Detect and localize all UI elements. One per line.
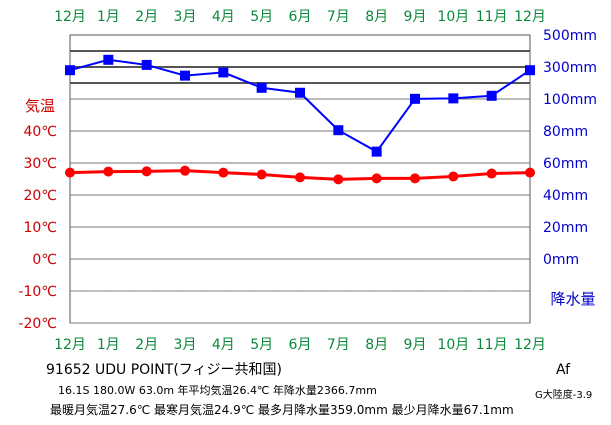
month-label-bottom: 3月 (174, 337, 197, 353)
precipitation-tick-label: 0mm (543, 252, 579, 268)
temperature-axis-ticks: 40℃ 30℃ 20℃ 10℃ 0℃ -10℃ -20℃ (18, 124, 57, 332)
koppen-class: Af (556, 362, 571, 378)
precipitation-point (448, 93, 459, 104)
precipitation-axis-ticks: 500mm 300mm 100mm 80mm 60mm 40mm 20mm 0mm (543, 28, 597, 268)
precipitation-tick-label: 20mm (543, 220, 588, 236)
month-label-top: 9月 (404, 9, 427, 25)
series-lines (69, 58, 531, 181)
series-markers (65, 54, 535, 185)
month-label-top: 3月 (174, 9, 197, 25)
precipitation-point (410, 93, 420, 104)
precipitation-tick-label: 100mm (543, 92, 597, 108)
month-label-bottom: 11月 (476, 337, 508, 353)
temperature-point (448, 171, 459, 182)
precipitation-tick-label: 40mm (543, 188, 588, 204)
temperature-point (410, 173, 420, 184)
precipitation-line (69, 58, 531, 153)
station-extremes: 最暖月気温27.6℃ 最寒月気温24.9℃ 最多月降水量359.0mm 最少月降… (50, 403, 514, 417)
month-label-bottom: 10月 (437, 337, 469, 353)
temperature-axis-label: 気温 (25, 97, 55, 115)
precipitation-tick-label: 500mm (543, 28, 597, 44)
precipitation-point (218, 67, 229, 78)
station-name: 91652 UDU POINT(フィジー共和国) (46, 362, 282, 378)
month-label-bottom: 7月 (327, 337, 350, 353)
month-label-top: 1月 (97, 9, 120, 25)
precipitation-tick-label: 80mm (543, 124, 588, 140)
temperature-point (103, 166, 114, 177)
climate-chart: 12月 1月 2月 3月 4月 5月 6月 7月 8月 9月 10月 11月 12月 12月 1月 2月 3月… (18, 9, 597, 353)
temperature-tick-label: 20℃ (23, 188, 57, 204)
month-label-top: 2月 (135, 9, 158, 25)
bottom-month-labels: 12月 1月 2月 3月 4月 5月 6月 7月 8月 9月 10月 11月 12月 (54, 337, 546, 353)
precipitation-point (295, 87, 305, 98)
month-label-top: 6月 (289, 9, 312, 25)
month-label-top: 12月 (54, 9, 86, 25)
month-label-top: 12月 (514, 9, 546, 25)
temperature-tick-label: 30℃ (23, 156, 57, 172)
temperature-tick-label: 0℃ (32, 252, 57, 268)
temperature-point (256, 169, 267, 180)
month-label-bottom: 1月 (97, 337, 120, 353)
temperature-point (486, 168, 497, 179)
temperature-point (65, 167, 75, 178)
temperature-tick-label: -10℃ (18, 284, 57, 300)
precipitation-axis-label: 降水量 (550, 290, 595, 308)
month-label-top: 4月 (212, 9, 235, 25)
precipitation-tick-label: 300mm (543, 60, 597, 76)
temperature-tick-label: -20℃ (18, 316, 57, 332)
month-label-bottom: 4月 (212, 337, 235, 353)
precipitation-point (141, 59, 152, 70)
month-label-top: 8月 (365, 9, 388, 25)
precipitation-point (333, 125, 344, 136)
month-label-bottom: 12月 (514, 337, 546, 353)
month-label-bottom: 2月 (135, 337, 158, 353)
temperature-point (218, 167, 229, 178)
precipitation-point (256, 82, 267, 93)
precipitation-tick-label: 60mm (543, 156, 588, 172)
station-summary: 16.1S 180.0W 63.0m 年平均気温26.4℃ 年降水量2366.7… (58, 384, 377, 397)
month-label-top: 11月 (476, 9, 508, 25)
temperature-point (180, 165, 190, 176)
precipitation-point (525, 65, 535, 76)
month-label-bottom: 5月 (250, 337, 273, 353)
month-label-top: 7月 (327, 9, 350, 25)
continentality-index: G大陸度-3.9 (535, 390, 593, 401)
precipitation-point (371, 146, 382, 157)
precipitation-point (65, 65, 75, 76)
month-label-bottom: 12月 (54, 337, 86, 353)
temperature-point (141, 166, 152, 177)
temperature-tick-label: 10℃ (23, 220, 57, 236)
temperature-point (333, 174, 344, 185)
precipitation-point (180, 70, 190, 81)
month-label-bottom: 9月 (404, 337, 427, 353)
temperature-point (295, 172, 305, 183)
temperature-tick-label: 40℃ (23, 124, 57, 140)
temperature-point (525, 167, 535, 178)
month-label-bottom: 8月 (365, 337, 388, 353)
precipitation-point (486, 90, 497, 101)
chart-grid (69, 34, 531, 324)
month-label-top: 10月 (437, 9, 469, 25)
top-month-labels: 12月 1月 2月 3月 4月 5月 6月 7月 8月 9月 10月 11月 12月 (54, 9, 546, 25)
month-label-bottom: 6月 (289, 337, 312, 353)
month-label-top: 5月 (250, 9, 273, 25)
temperature-point (371, 173, 382, 184)
precipitation-point (103, 54, 114, 65)
